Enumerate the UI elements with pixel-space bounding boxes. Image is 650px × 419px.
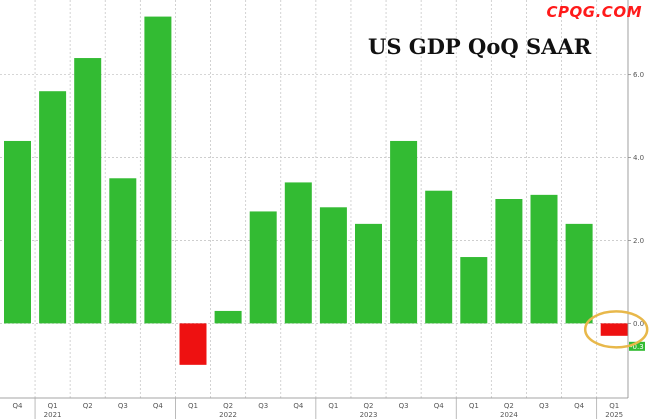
bar bbox=[530, 194, 558, 324]
bar bbox=[600, 323, 628, 336]
y-tick-label: 2.0 bbox=[633, 237, 644, 245]
year-label: 2022 bbox=[219, 411, 237, 419]
bar bbox=[249, 211, 277, 324]
last-value-label: -0.3 bbox=[630, 343, 644, 351]
y-tick-label: 6.0 bbox=[633, 71, 644, 79]
year-label: 2025 bbox=[605, 411, 623, 419]
x-tick-label: Q4 bbox=[574, 402, 585, 410]
x-tick-label: Q4 bbox=[153, 402, 164, 410]
chart-title: US GDP QoQ SAAR bbox=[368, 34, 592, 59]
bar bbox=[425, 190, 453, 324]
x-tick-label: Q4 bbox=[293, 402, 304, 410]
x-tick-label: Q4 bbox=[434, 402, 445, 410]
x-tick-label: Q4 bbox=[13, 402, 24, 410]
x-tick-label: Q2 bbox=[223, 402, 233, 410]
x-tick-label: Q2 bbox=[504, 402, 514, 410]
year-label: 2023 bbox=[360, 411, 378, 419]
bar bbox=[390, 140, 418, 324]
x-tick-label: Q1 bbox=[48, 402, 58, 410]
x-tick-label: Q1 bbox=[328, 402, 338, 410]
x-tick-label: Q3 bbox=[258, 402, 268, 410]
x-tick-label: Q3 bbox=[539, 402, 549, 410]
last-value-box bbox=[629, 341, 645, 351]
y-tick-label: 4.0 bbox=[633, 154, 644, 162]
year-label: 2021 bbox=[44, 411, 62, 419]
x-tick-label: Q1 bbox=[609, 402, 619, 410]
y-tick-label: 0.0 bbox=[633, 320, 644, 328]
watermark: CPQG.COM bbox=[546, 3, 642, 21]
bar bbox=[460, 257, 488, 324]
bar bbox=[214, 310, 242, 324]
x-tick-label: Q2 bbox=[364, 402, 374, 410]
x-tick-label: Q1 bbox=[188, 402, 198, 410]
bar bbox=[355, 223, 382, 324]
x-tick-label: Q2 bbox=[83, 402, 93, 410]
bar bbox=[179, 323, 207, 365]
bar bbox=[109, 178, 137, 324]
bar bbox=[495, 199, 523, 324]
highlight-circle bbox=[583, 310, 649, 349]
x-tick-label: Q3 bbox=[399, 402, 409, 410]
year-label: 2024 bbox=[500, 411, 518, 419]
bar bbox=[144, 16, 172, 324]
bar bbox=[565, 223, 593, 324]
x-tick-label: Q3 bbox=[118, 402, 128, 410]
bar bbox=[74, 58, 102, 324]
bar bbox=[39, 91, 67, 324]
bar bbox=[284, 182, 312, 324]
x-tick-label: Q1 bbox=[469, 402, 479, 410]
bar bbox=[319, 207, 347, 324]
bar bbox=[4, 140, 31, 324]
